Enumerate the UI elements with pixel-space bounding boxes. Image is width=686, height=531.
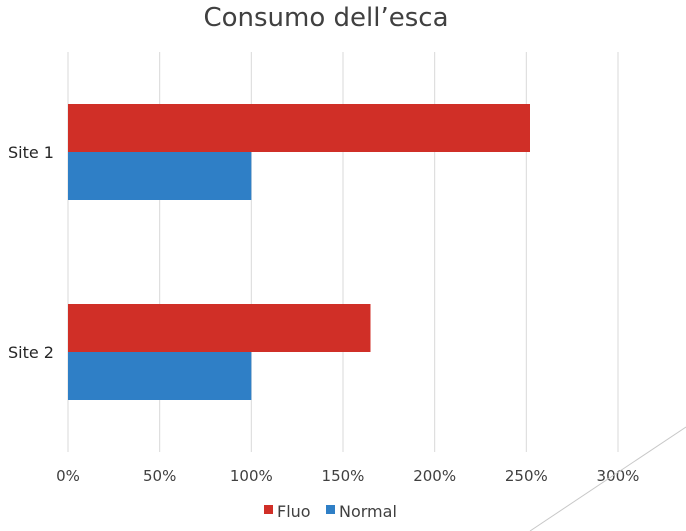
legend-label: Normal: [339, 502, 397, 521]
x-tick-label: 200%: [413, 467, 456, 485]
x-tick-label: 150%: [322, 467, 365, 485]
x-tick-label: 50%: [143, 467, 176, 485]
legend-swatch: [264, 505, 273, 514]
x-tick-label: 250%: [505, 467, 548, 485]
bar-fluo-site-2: [68, 304, 371, 352]
x-tick-label: 100%: [230, 467, 273, 485]
x-axis-ticks: 0% 50% 100% 150% 200% 250% 300%: [56, 467, 639, 485]
chart-title: Consumo dell’esca: [203, 3, 448, 33]
legend: Fluo Normal: [264, 502, 397, 521]
corner-decoration: [529, 426, 686, 531]
bar-fluo-site-1: [68, 104, 530, 152]
x-tick-label: 0%: [56, 467, 80, 485]
x-tick-label: 300%: [597, 467, 640, 485]
bar-normal-site-1: [68, 152, 252, 200]
bar-normal-site-2: [68, 352, 252, 400]
category-label: Site 2: [8, 343, 54, 362]
y-axis-categories: Site 1 Site 2: [8, 143, 54, 362]
legend-label: Fluo: [277, 502, 311, 521]
legend-swatch: [326, 505, 335, 514]
category-label: Site 1: [8, 143, 54, 162]
bars: [68, 104, 530, 400]
